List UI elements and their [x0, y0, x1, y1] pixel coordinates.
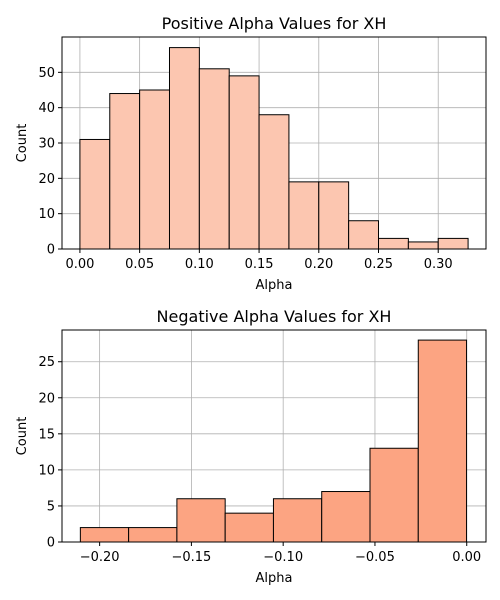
- histogram-bar: [139, 89, 170, 250]
- y-tick-label: 10: [38, 463, 55, 478]
- y-tick-label: 20: [38, 172, 55, 187]
- histogram-bar: [79, 527, 130, 543]
- x-tick-label: 0.00: [65, 257, 94, 272]
- y-tick-label: 50: [38, 66, 55, 81]
- x-tick-label: 0.30: [424, 257, 453, 272]
- chart-title: Negative Alpha Values for XH: [157, 307, 392, 326]
- y-tick-label: 20: [38, 391, 55, 406]
- x-tick-label: −0.20: [80, 550, 120, 565]
- x-tick-label: −0.15: [171, 550, 211, 565]
- histogram-bar: [417, 339, 468, 543]
- histogram-bar: [321, 491, 371, 543]
- histogram-bar: [109, 93, 141, 250]
- x-tick-label: 0.25: [364, 257, 393, 272]
- x-axis-label: Alpha: [256, 278, 293, 293]
- x-tick-label: 0.10: [185, 257, 214, 272]
- histogram-bar: [437, 237, 469, 250]
- histogram-bar: [168, 47, 200, 250]
- x-tick-label: −0.05: [355, 550, 395, 565]
- y-tick-label: 40: [38, 101, 55, 116]
- x-tick-label: 0.20: [304, 257, 333, 272]
- histogram-bar: [79, 138, 111, 250]
- histogram-bar: [288, 181, 320, 250]
- histogram-bar: [272, 498, 323, 543]
- y-axis-label: Count: [15, 124, 30, 163]
- histogram-bar: [224, 512, 274, 543]
- x-tick-label: 0.00: [452, 550, 481, 565]
- chart-title: Positive Alpha Values for XH: [162, 14, 387, 33]
- x-tick-label: 0.05: [125, 257, 154, 272]
- histogram-bar: [378, 237, 409, 250]
- histogram-bar: [128, 527, 178, 543]
- histogram-bar: [228, 75, 260, 250]
- x-tick-label: 0.15: [245, 257, 274, 272]
- x-axis-label: Alpha: [256, 571, 293, 586]
- y-tick-label: 25: [38, 355, 55, 370]
- histogram-bar: [258, 114, 290, 250]
- y-tick-label: 30: [38, 137, 55, 152]
- histogram-bar: [176, 498, 226, 543]
- histogram-bar: [348, 220, 380, 250]
- x-tick-label: −0.10: [263, 550, 303, 565]
- y-tick-label: 0: [47, 536, 55, 551]
- axes-frame: [61, 329, 487, 543]
- y-tick-label: 0: [47, 243, 55, 258]
- histogram-bar: [407, 241, 439, 250]
- positive-alpha-histogram: 0.00 0.05 0.10 0.15 0.20 0.25 0.30 0 10 20 30 40 50 P…: [15, 14, 487, 293]
- y-tick-label: 15: [38, 427, 55, 442]
- y-tick-label: 10: [38, 207, 55, 222]
- negative-alpha-histogram: −0.20 −0.15 −0.10 −0.05 0.00 0 5 10 15 20 25 Negati…: [15, 307, 487, 586]
- histogram-bar: [198, 68, 230, 250]
- histogram-bar: [369, 447, 419, 543]
- y-axis-label: Count: [15, 417, 30, 456]
- histogram-bar: [318, 181, 350, 250]
- y-tick-label: 5: [47, 499, 55, 514]
